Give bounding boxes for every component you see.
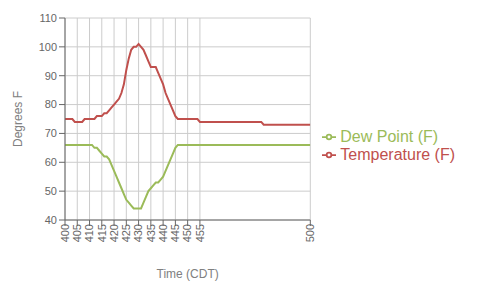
svg-text:425: 425: [120, 224, 132, 242]
svg-text:50: 50: [45, 185, 57, 197]
svg-text:440: 440: [157, 224, 169, 242]
svg-text:445: 445: [169, 224, 181, 242]
svg-text:405: 405: [71, 224, 83, 242]
svg-text:Time (CDT): Time (CDT): [157, 267, 219, 281]
svg-text:60: 60: [45, 156, 57, 168]
svg-text:450: 450: [181, 224, 193, 242]
svg-text:80: 80: [45, 98, 57, 110]
html-text:Temperature (F): Temperature (F): [340, 145, 455, 163]
svg-text:430: 430: [132, 224, 144, 242]
svg-text:400: 400: [59, 224, 71, 242]
svg-text:420: 420: [108, 224, 120, 242]
svg-text:110: 110: [39, 12, 57, 24]
svg-text:100: 100: [39, 41, 57, 53]
html-text:Dew Point (F): Dew Point (F): [340, 127, 439, 145]
svg-text:410: 410: [83, 224, 95, 242]
svg-text:415: 415: [96, 224, 108, 242]
svg-text:455: 455: [194, 224, 206, 242]
svg-text:90: 90: [45, 70, 57, 82]
svg-text:435: 435: [145, 224, 157, 242]
svg-text:40: 40: [45, 214, 57, 226]
svg-text:Degrees F: Degrees F: [11, 91, 25, 147]
svg-text:500: 500: [304, 224, 316, 242]
svg-text:70: 70: [45, 127, 57, 139]
